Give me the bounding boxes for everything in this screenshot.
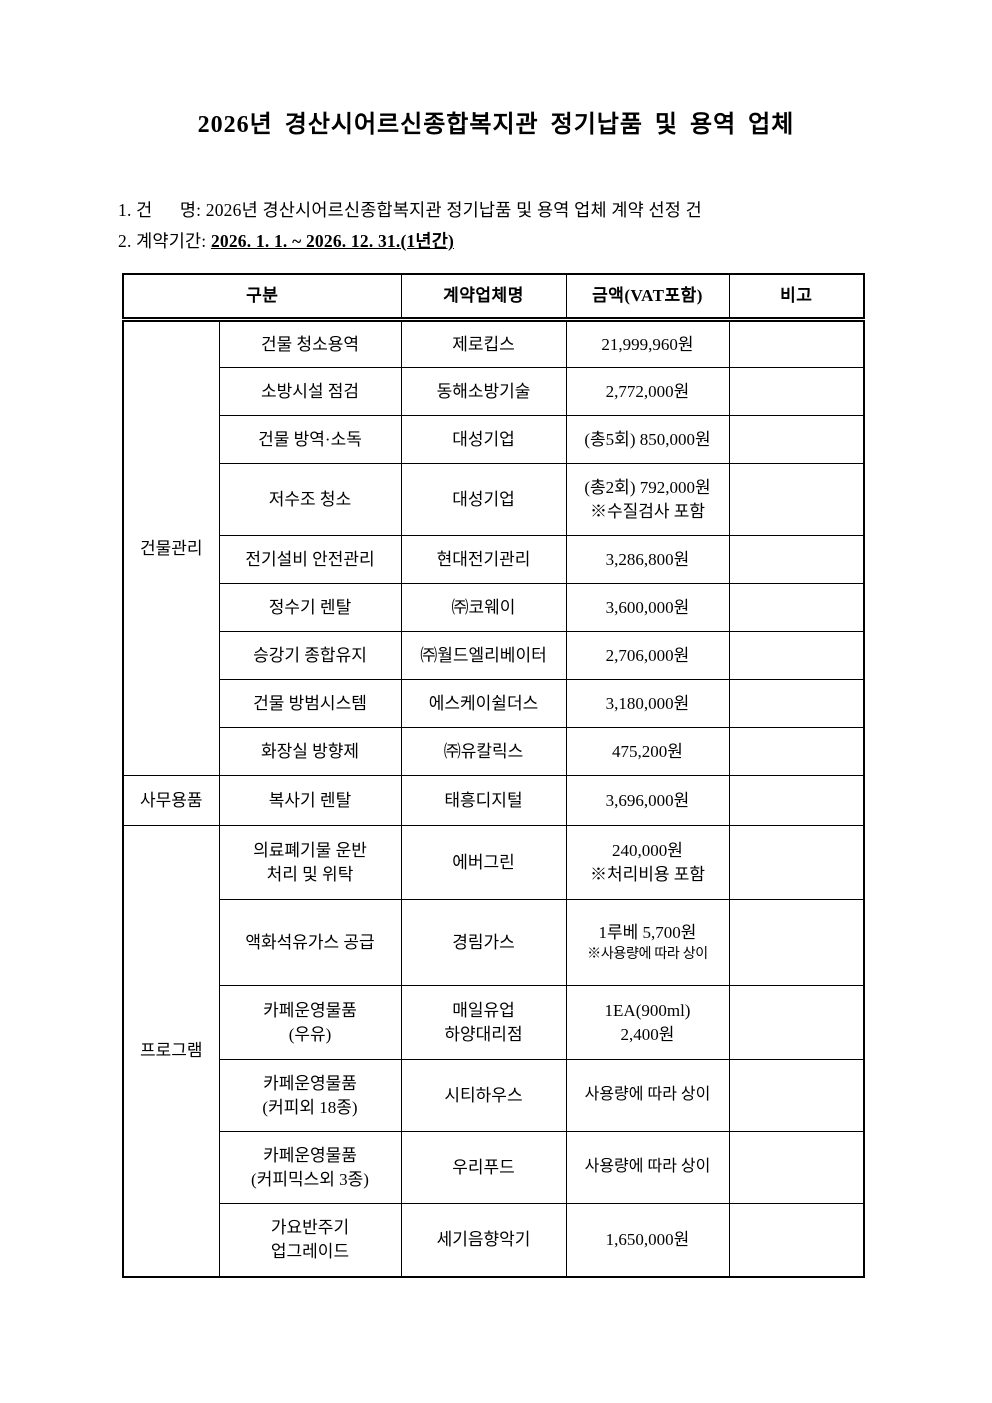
table-row: 화장실 방향제 ㈜유칼릭스 475,200원 bbox=[123, 727, 865, 776]
item-cell: 카페운영물품 (커피믹스외 3종) bbox=[218, 1131, 402, 1204]
note-cell bbox=[728, 775, 865, 826]
note-cell bbox=[728, 825, 865, 900]
note-cell bbox=[728, 367, 865, 416]
item-cell: 전기설비 안전관리 bbox=[218, 535, 402, 584]
contract-period-line: 2. 계약기간: 2026. 1. 1. ~ 2026. 12. 31.(1년간… bbox=[118, 226, 992, 257]
amount-cell: 1EA(900ml) 2,400원 bbox=[565, 985, 730, 1060]
company-cell: 에스케이쉴더스 bbox=[400, 679, 567, 728]
item-cell: 소방시설 점검 bbox=[218, 367, 402, 416]
table-row: 카페운영물품 (우유) 매일유업 하양대리점 1EA(900ml) 2,400원 bbox=[123, 985, 865, 1060]
note-cell bbox=[728, 679, 865, 728]
amount-cell: 사용량에 따라 상이 bbox=[565, 1059, 730, 1132]
amount-cell: 240,000원 ※처리비용 포함 bbox=[565, 825, 730, 900]
item-cell: 카페운영물품 (커피외 18종) bbox=[218, 1059, 402, 1132]
item-cell: 건물 청소용역 bbox=[218, 319, 402, 368]
amount-cell: 3,696,000원 bbox=[565, 775, 730, 826]
amount-cell: 3,180,000원 bbox=[565, 679, 730, 728]
table-row: 소방시설 점검 동해소방기술 2,772,000원 bbox=[123, 367, 865, 416]
table-row: 프로그램 의료폐기물 운반 처리 및 위탁 에버그린 240,000원 ※처리비용 … bbox=[122, 825, 865, 1277]
table-row: 저수조 청소 대성기업 (총2회) 792,000원 ※수질검사 포함 bbox=[123, 463, 865, 536]
group-cell-building: 건물관리 bbox=[122, 319, 220, 776]
contract-period-label: 2. 계약기간: bbox=[118, 231, 211, 251]
item-cell: 정수기 렌탈 bbox=[218, 583, 402, 632]
intro-lines: 1. 건 명: 2026년 경산시어르신종합복지관 정기납품 및 용역 업체 계… bbox=[118, 195, 992, 257]
note-cell bbox=[728, 985, 865, 1060]
amount-cell: 사용량에 따라 상이 bbox=[565, 1131, 730, 1204]
company-cell: 현대전기관리 bbox=[400, 535, 567, 584]
item-cell: 승강기 종합유지 bbox=[218, 631, 402, 680]
table-row: 카페운영물품 (커피믹스외 3종) 우리푸드 사용량에 따라 상이 bbox=[123, 1131, 865, 1204]
amount-cell: 1,650,000원 bbox=[565, 1203, 730, 1277]
table-row: 액화석유가스 공급 경림가스 1루베 5,700원 ※사용량에 따라 상이 bbox=[123, 899, 865, 986]
item-cell: 카페운영물품 (우유) bbox=[218, 985, 402, 1060]
amount-cell: 21,999,960원 bbox=[565, 319, 730, 368]
item-cell: 액화석유가스 공급 bbox=[218, 899, 402, 986]
group-cell-program: 프로그램 bbox=[122, 825, 220, 1277]
table-row: 건물 방역·소독 대성기업 (총5회) 850,000원 bbox=[123, 415, 865, 464]
amount-cell: 2,706,000원 bbox=[565, 631, 730, 680]
item-cell: 의료폐기물 운반 처리 및 위탁 bbox=[218, 825, 402, 900]
company-cell: 매일유업 하양대리점 bbox=[400, 985, 567, 1060]
table-row: 전기설비 안전관리 현대전기관리 3,286,800원 bbox=[123, 535, 865, 584]
company-cell: 경림가스 bbox=[400, 899, 567, 986]
amount-cell: 1루베 5,700원 ※사용량에 따라 상이 bbox=[565, 899, 730, 986]
table-row: 승강기 종합유지 ㈜월드엘리베이터 2,706,000원 bbox=[123, 631, 865, 680]
amount-cell: 3,600,000원 bbox=[565, 583, 730, 632]
item-cell: 건물 방역·소독 bbox=[218, 415, 402, 464]
item-cell: 저수조 청소 bbox=[218, 463, 402, 536]
group-cell-office: 사무용품 bbox=[122, 775, 220, 826]
table-row: 건물 방범시스템 에스케이쉴더스 3,180,000원 bbox=[123, 679, 865, 728]
page-title: 2026년 경산시어르신종합복지관 정기납품 및 용역 업체 bbox=[197, 112, 795, 138]
amount-cell: 3,286,800원 bbox=[565, 535, 730, 584]
company-cell: ㈜월드엘리베이터 bbox=[400, 631, 567, 680]
note-cell bbox=[728, 1131, 865, 1204]
table-row: 사무용품 복사기 렌탈 태흥디지털 3,696,000원 bbox=[122, 775, 865, 826]
note-cell bbox=[728, 631, 865, 680]
company-cell: 제로킵스 bbox=[400, 319, 567, 368]
table-row: 카페운영물품 (커피외 18종) 시티하우스 사용량에 따라 상이 bbox=[123, 1059, 865, 1132]
header-amount: 금액(VAT포함) bbox=[565, 273, 730, 322]
note-cell bbox=[728, 1203, 865, 1277]
company-cell: ㈜코웨이 bbox=[400, 583, 567, 632]
item-cell: 건물 방범시스템 bbox=[218, 679, 402, 728]
case-name-line: 1. 건 명: 2026년 경산시어르신종합복지관 정기납품 및 용역 업체 계… bbox=[118, 200, 702, 220]
contract-period-value: 2026. 1. 1. ~ 2026. 12. 31.(1년간) bbox=[210, 231, 455, 251]
note-cell bbox=[728, 415, 865, 464]
note-cell bbox=[728, 1059, 865, 1132]
company-cell: 세기음향악기 bbox=[400, 1203, 567, 1277]
company-cell: 에버그린 bbox=[400, 825, 567, 900]
note-cell bbox=[728, 727, 865, 776]
note-cell bbox=[728, 583, 865, 632]
amount-cell: (총5회) 850,000원 bbox=[565, 415, 730, 464]
item-cell: 가요반주기 업그레이드 bbox=[218, 1203, 402, 1277]
company-cell: ㈜유칼릭스 bbox=[400, 727, 567, 776]
header-row: 구분 계약업체명 금액(VAT포함) 비고 bbox=[122, 273, 865, 322]
note-cell bbox=[728, 899, 865, 986]
note-cell bbox=[728, 535, 865, 584]
table-row: 정수기 렌탈 ㈜코웨이 3,600,000원 bbox=[123, 583, 865, 632]
amount-cell: 2,772,000원 bbox=[565, 367, 730, 416]
note-cell bbox=[728, 319, 865, 368]
company-cell: 대성기업 bbox=[400, 415, 567, 464]
item-cell: 화장실 방향제 bbox=[218, 727, 402, 776]
header-category: 구분 bbox=[122, 273, 402, 322]
table-row: 건물관리 건물 청소용역 제로킵스 21,999,960원 bbox=[122, 319, 865, 776]
amount-cell: 475,200원 bbox=[565, 727, 730, 776]
company-cell: 대성기업 bbox=[400, 463, 567, 536]
company-cell: 시티하우스 bbox=[400, 1059, 567, 1132]
company-cell: 동해소방기술 bbox=[400, 367, 567, 416]
item-cell: 복사기 렌탈 bbox=[218, 775, 402, 826]
amount-cell: (총2회) 792,000원 ※수질검사 포함 bbox=[565, 463, 730, 536]
company-cell: 우리푸드 bbox=[400, 1131, 567, 1204]
header-note: 비고 bbox=[728, 273, 865, 322]
contract-table: 구분 계약업체명 금액(VAT포함) 비고 건물관리 건물 청소용역 제로킵스 … bbox=[122, 273, 865, 1278]
table-row: 가요반주기 업그레이드 세기음향악기 1,650,000원 bbox=[123, 1203, 865, 1277]
company-cell: 태흥디지털 bbox=[400, 775, 567, 826]
header-company: 계약업체명 bbox=[400, 273, 567, 322]
note-cell bbox=[728, 463, 865, 536]
